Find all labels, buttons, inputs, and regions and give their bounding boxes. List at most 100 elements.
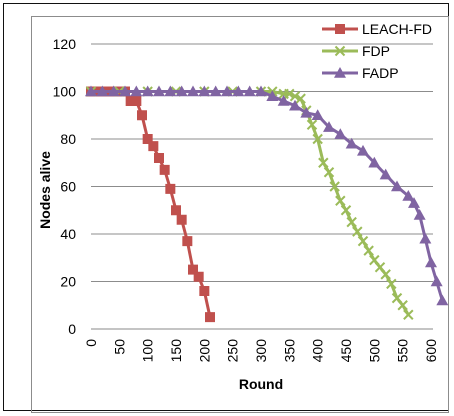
data-point: [221, 85, 233, 97]
data-point-stroke: [329, 181, 340, 192]
data-point: [176, 214, 187, 225]
x-tick-label: 450: [338, 339, 354, 363]
data-point: [368, 156, 381, 168]
data-point: [391, 292, 403, 304]
data-point: [374, 262, 386, 273]
data-point: [352, 226, 363, 237]
data-point: [323, 167, 335, 178]
x-tick-label: 350: [281, 339, 297, 363]
gridlines: [91, 43, 433, 282]
data-point: [199, 286, 210, 296]
data-point: [277, 95, 290, 106]
data-point: [182, 236, 193, 247]
data-point: [323, 121, 335, 132]
y-tick-label: 80: [60, 131, 76, 147]
data-point: [369, 254, 380, 266]
data-point-stroke: [352, 226, 363, 237]
x-tick-label: 200: [196, 339, 212, 363]
data-point-stroke: [397, 300, 408, 311]
data-point: [154, 153, 164, 163]
series-line: [91, 90, 212, 318]
legend-label: FDP: [362, 43, 390, 59]
series: [85, 85, 449, 323]
data-point: [335, 195, 346, 206]
data-point: [142, 134, 153, 144]
x-tick-label: 150: [168, 339, 184, 363]
data-point: [311, 109, 324, 121]
data-point: [193, 271, 204, 282]
chart-frame: [3, 3, 449, 413]
data-point-stroke: [380, 269, 391, 280]
data-point: [402, 190, 415, 201]
data-point: [357, 144, 369, 156]
legend-label: LEACH-FD: [362, 21, 432, 37]
x-axis-label: Round: [239, 376, 283, 392]
data-point: [164, 85, 177, 97]
data-point-stroke: [306, 119, 318, 130]
data-point: [346, 216, 357, 228]
data-point: [363, 245, 374, 256]
data-point: [357, 235, 369, 247]
data-point: [436, 294, 449, 306]
y-tick-label: 0: [68, 321, 76, 337]
data-point: [107, 85, 120, 97]
data-point: [284, 88, 295, 100]
data-point: [306, 119, 318, 130]
data-point: [148, 141, 159, 152]
data-point: [130, 85, 143, 97]
data-point: [334, 128, 347, 140]
data-point: [96, 85, 109, 97]
data-point-stroke: [346, 216, 357, 228]
data-point: [419, 232, 432, 244]
x-tick-label: 400: [310, 339, 326, 363]
y-tick-labels: 0 20 40 60 80 100 120: [53, 36, 77, 337]
data-point: [380, 269, 391, 280]
data-point: [188, 264, 198, 275]
data-point-stroke: [374, 262, 386, 273]
y-tick-label: 20: [60, 274, 76, 290]
data-point: [312, 133, 323, 145]
data-point: [119, 85, 131, 97]
data-point: [131, 96, 142, 106]
data-point-stroke: [295, 93, 306, 104]
legend: LEACH-FD FDP FADP: [322, 21, 432, 81]
data-point: [334, 45, 346, 57]
x-tick-label: 550: [395, 339, 411, 363]
data-point: [171, 205, 181, 216]
legend-label: FADP: [362, 65, 399, 81]
data-point: [391, 180, 403, 192]
series-leach-fd: [86, 86, 215, 323]
data-point: [165, 183, 176, 194]
data-point: [141, 85, 154, 97]
data-point-stroke: [386, 278, 397, 290]
data-point-stroke: [357, 235, 369, 247]
data-point-stroke: [335, 195, 346, 206]
data-point: [153, 85, 165, 97]
x-tick-label: 0: [83, 339, 99, 347]
data-point: [175, 85, 188, 97]
data-point: [334, 67, 346, 78]
data-point: [159, 164, 170, 175]
data-point-stroke: [323, 167, 335, 178]
data-point: [397, 300, 408, 311]
x-tick-labels: 0 50 100 150 200 250 300 350 400 450 500 550 600: [83, 339, 439, 363]
data-point-stroke: [403, 309, 414, 320]
data-point-stroke: [391, 292, 403, 304]
data-point: [125, 96, 136, 106]
data-point-stroke: [289, 91, 301, 102]
x-tick-label: 600: [423, 339, 439, 363]
data-point: [205, 312, 215, 323]
data-point-stroke: [369, 254, 380, 266]
data-point: [408, 197, 420, 208]
data-point: [329, 181, 340, 192]
data-point: [413, 209, 426, 220]
data-point: [243, 85, 256, 97]
data-point: [345, 137, 358, 149]
data-point: [289, 91, 301, 102]
data-point: [300, 106, 313, 118]
data-point-stroke: [318, 157, 329, 168]
data-point: [85, 85, 97, 97]
data-point-stroke: [363, 245, 374, 256]
data-point: [379, 168, 392, 180]
data-point: [425, 256, 437, 268]
